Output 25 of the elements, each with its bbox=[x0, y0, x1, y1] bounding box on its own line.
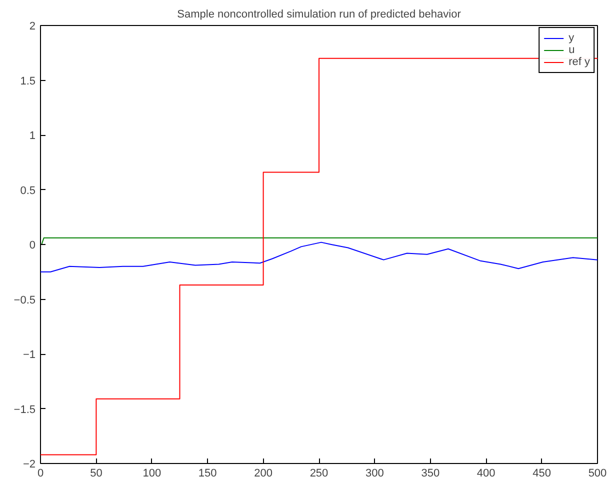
y-tick-label: −2 bbox=[22, 458, 36, 470]
x-tick-label: 200 bbox=[254, 468, 272, 480]
x-tick-label: 0 bbox=[37, 468, 44, 480]
legend-label: u bbox=[568, 44, 576, 56]
legend-label: ref y bbox=[568, 56, 590, 68]
y-tick-label: 1.5 bbox=[20, 75, 36, 88]
y-tick-label: 0.5 bbox=[20, 184, 36, 197]
x-tick-label: 50 bbox=[90, 468, 102, 480]
x-tick-label: 300 bbox=[366, 468, 384, 480]
x-tick-label: 100 bbox=[142, 468, 162, 480]
x-tick-label: 400 bbox=[476, 468, 496, 480]
x-tick-label: 350 bbox=[421, 468, 440, 480]
x-tick-label: 250 bbox=[310, 468, 328, 480]
x-tick-label: 450 bbox=[532, 468, 551, 480]
y-tick-label: −0.5 bbox=[14, 294, 36, 306]
legend-label: y bbox=[568, 32, 576, 44]
y-tick-label: −1 bbox=[22, 349, 36, 361]
y-tick-label: 1 bbox=[29, 130, 36, 142]
y-tick-label: 0 bbox=[29, 240, 36, 252]
y-tick-label: −1.5 bbox=[14, 404, 36, 416]
x-tick-label: 500 bbox=[588, 468, 607, 480]
y-tick-label: 2 bbox=[29, 20, 36, 32]
x-tick-label: 150 bbox=[198, 468, 217, 480]
chart-title: Sample noncontrolled simulation run of predicted behavior bbox=[177, 8, 462, 20]
line-series bbox=[40, 242, 598, 272]
